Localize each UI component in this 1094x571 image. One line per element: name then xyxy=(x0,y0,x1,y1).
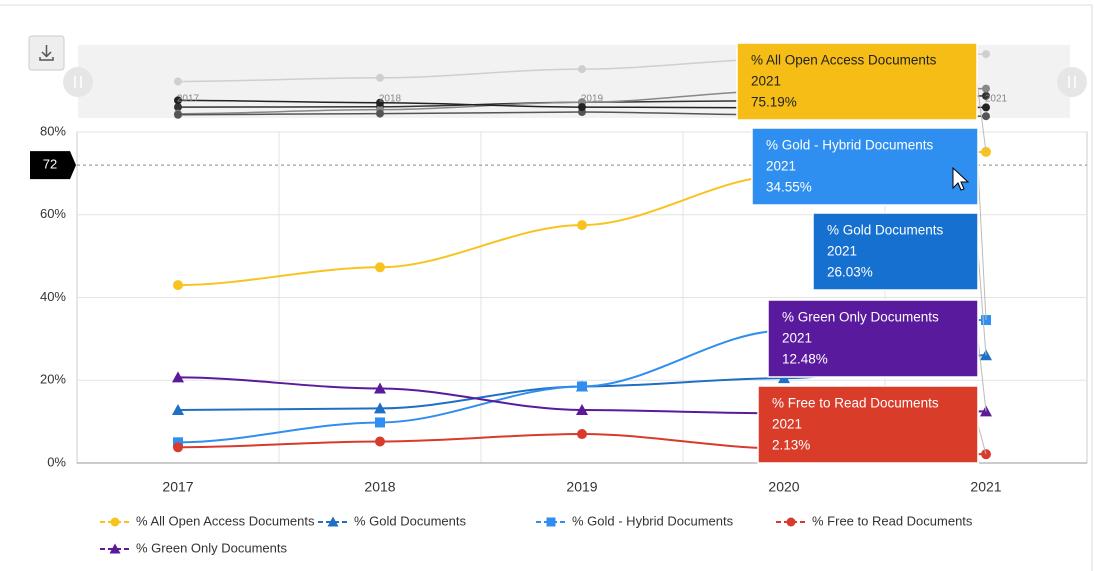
point xyxy=(172,371,184,383)
navigator-point xyxy=(174,103,182,112)
tooltip-pointer xyxy=(977,338,987,412)
tooltip-series: % Gold Documents xyxy=(827,223,944,238)
y-tick-label: 60% xyxy=(40,206,66,221)
point xyxy=(374,382,386,394)
legend-item[interactable]: % Gold Documents xyxy=(318,513,466,528)
navigator-point xyxy=(982,50,990,59)
y-tick-label: 80% xyxy=(40,123,66,138)
tooltip: % All Open Access Documents 2021 75.19% xyxy=(736,42,987,152)
navigator-point xyxy=(376,109,384,118)
navigator-label: 2018 xyxy=(379,94,402,105)
tooltip-box xyxy=(751,127,979,206)
navigator-handle[interactable] xyxy=(63,67,93,97)
navigator-point xyxy=(174,96,182,105)
legend-marker xyxy=(109,543,121,554)
point xyxy=(576,404,588,416)
tooltip-category: 2021 xyxy=(827,244,857,259)
navigator-label: 2017 xyxy=(177,94,200,105)
tooltip-category: 2021 xyxy=(782,331,812,346)
tooltip: % Gold - Hybrid Documents 2021 34.55% xyxy=(751,127,987,321)
handle-grip xyxy=(1068,76,1076,88)
tooltip-value: 26.03% xyxy=(827,265,873,280)
legend-marker xyxy=(546,517,556,527)
navigator-point xyxy=(174,110,182,119)
navigator-point xyxy=(376,98,384,107)
tooltip-box xyxy=(757,385,979,464)
cursor xyxy=(952,166,970,191)
tooltip-value: 34.55% xyxy=(766,180,812,195)
point xyxy=(374,402,386,414)
tooltip-box xyxy=(736,42,978,121)
navigator-point xyxy=(174,77,182,86)
tooltip-pointer xyxy=(976,81,987,152)
navigator-point xyxy=(982,84,990,93)
tooltip-value: 75.19% xyxy=(751,95,797,110)
legend-label: % Green Only Documents xyxy=(136,540,288,555)
point xyxy=(375,417,385,428)
crosshair-flag xyxy=(30,151,76,180)
point xyxy=(577,429,587,440)
legend-item[interactable]: % Green Only Documents xyxy=(100,540,288,555)
navigator-point xyxy=(376,73,384,82)
navigator-point xyxy=(578,65,586,74)
tooltip: % Green Only Documents 2021 12.48% xyxy=(767,299,987,412)
tooltip-value: 12.48% xyxy=(782,352,828,367)
point xyxy=(172,404,184,416)
tooltip-series: % Green Only Documents xyxy=(782,310,939,325)
tooltip-box xyxy=(812,212,979,291)
tooltip: % Gold Documents 2021 26.03% xyxy=(812,212,987,356)
y-tick-label: 0% xyxy=(47,454,66,469)
handle-grip xyxy=(74,76,82,88)
navigator-point xyxy=(982,91,990,100)
tooltip-pointer xyxy=(977,251,987,356)
navigator-label: 2021 xyxy=(985,94,1008,105)
navigator-point xyxy=(578,103,586,112)
point xyxy=(375,262,385,273)
tooltip-box xyxy=(767,299,979,378)
x-tick-label: 2019 xyxy=(566,479,597,495)
tooltip-series: % Gold - Hybrid Documents xyxy=(766,138,934,153)
legend-label: % All Open Access Documents xyxy=(136,513,315,528)
legend-marker xyxy=(786,517,796,527)
x-tick-label: 2017 xyxy=(162,479,193,495)
legend-item[interactable]: % All Open Access Documents xyxy=(100,513,315,528)
legend-label: % Gold - Hybrid Documents xyxy=(572,513,734,528)
legend-marker xyxy=(110,517,120,527)
navigator-handle[interactable] xyxy=(1057,67,1087,97)
download-button[interactable] xyxy=(28,35,65,71)
point xyxy=(173,442,183,453)
legend-label: % Gold Documents xyxy=(354,513,466,528)
x-tick-label: 2021 xyxy=(970,479,1001,495)
navigator-label: 2019 xyxy=(581,94,604,105)
tooltip-category: 2021 xyxy=(751,74,781,89)
tooltip-value: 2.13% xyxy=(772,438,810,453)
download-icon xyxy=(39,45,54,61)
legend-item[interactable]: % Free to Read Documents xyxy=(776,513,973,528)
tooltip: % Free to Read Documents 2021 2.13% xyxy=(757,385,987,464)
legend-label: % Free to Read Documents xyxy=(812,513,973,528)
crosshair-label: 72 xyxy=(43,157,57,172)
x-tick-label: 2020 xyxy=(768,479,799,495)
x-tick-label: 2018 xyxy=(364,479,395,495)
y-tick-label: 40% xyxy=(40,289,66,304)
point xyxy=(577,381,587,392)
tooltip-category: 2021 xyxy=(772,417,802,432)
tooltip-series: % All Open Access Documents xyxy=(751,53,937,68)
tooltip-series: % Free to Read Documents xyxy=(772,396,939,411)
legend-item[interactable]: % Gold - Hybrid Documents xyxy=(536,513,734,528)
point xyxy=(173,280,183,291)
tooltip-category: 2021 xyxy=(766,159,796,174)
y-tick-label: 20% xyxy=(40,372,66,387)
navigator-point xyxy=(982,112,990,121)
tooltip-pointer xyxy=(977,424,987,455)
point xyxy=(375,436,385,447)
tooltip-pointer xyxy=(977,166,987,321)
point xyxy=(577,220,587,231)
navigator-point xyxy=(982,103,990,112)
legend-marker xyxy=(327,516,339,527)
